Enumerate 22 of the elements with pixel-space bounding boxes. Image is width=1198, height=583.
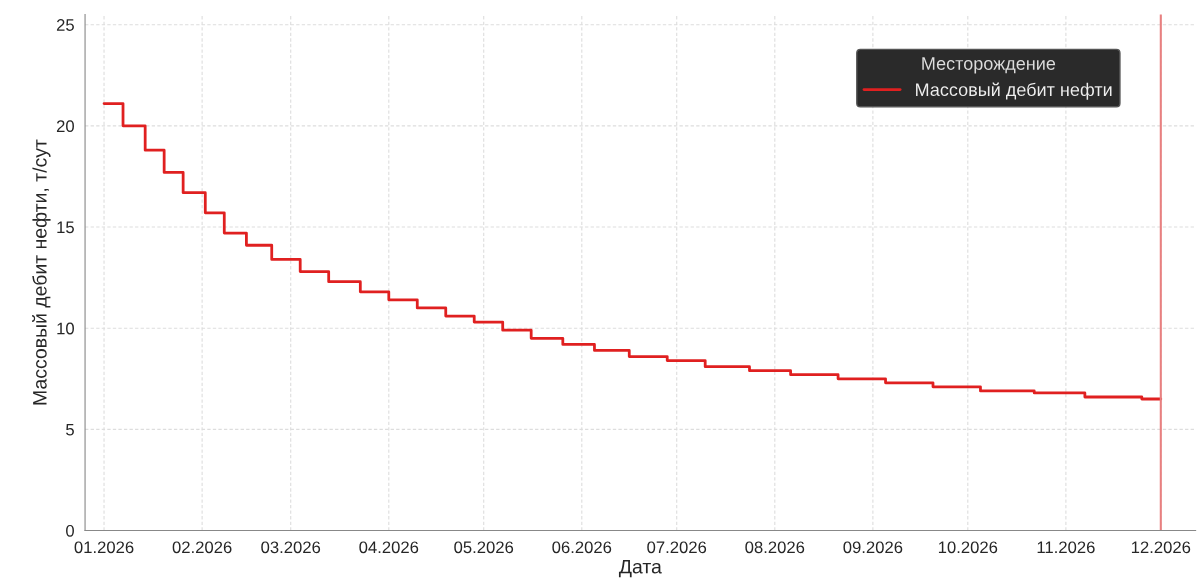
y-tick-label: 25 [56,19,74,31]
y-tick-label: 0 [66,524,74,537]
x-axis-title: Дата [618,559,662,578]
x-tick-label: 10.2026 [938,541,998,554]
x-tick-label: 09.2026 [843,541,903,554]
x-tick-label: 08.2026 [745,541,805,554]
y-tick-label: 10 [57,322,74,335]
x-tick-label: 06.2026 [552,541,612,554]
x-tick-label: 03.2026 [261,541,321,554]
legend-label: Массовый дебит нефти [916,82,1112,100]
y-tick-label: 15 [57,221,74,234]
y-tick-label: 20 [56,120,74,133]
x-tick-label: 02.2026 [172,541,232,554]
y-axis-title: Массовый дебит нефти, т/сут [32,139,51,405]
x-tick-label: 11.2026 [1037,541,1095,554]
x-tick-label: 12.2026 [1131,541,1191,554]
y-tick-label: 5 [66,423,74,436]
x-tick-label: 01.2026 [74,541,134,554]
x-tick-label: 04.2026 [359,541,419,554]
x-tick-label: 05.2026 [454,541,514,554]
legend-title: Месторождение [922,57,1056,74]
x-tick-label: 07.2026 [647,541,707,554]
